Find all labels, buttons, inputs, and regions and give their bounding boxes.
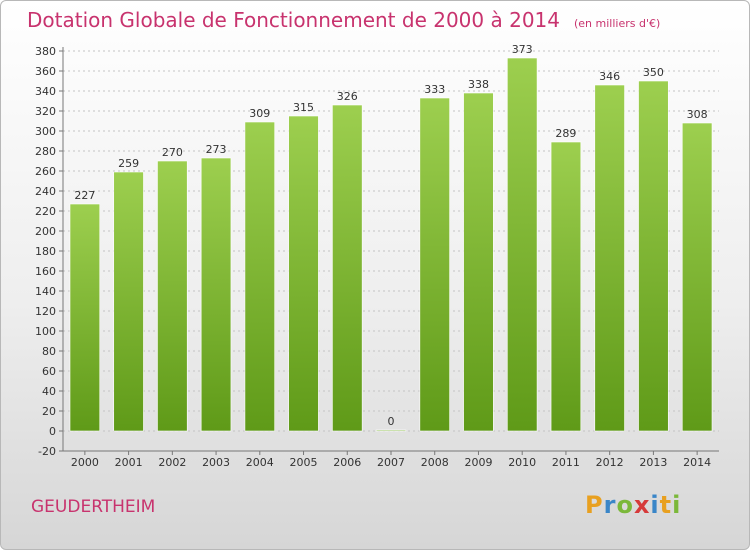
proxiti-logo: Proxiti — [585, 491, 681, 519]
bar — [244, 121, 275, 432]
x-tick-label: 2006 — [333, 456, 361, 469]
data-label: 326 — [337, 90, 358, 103]
bar — [69, 203, 101, 432]
data-label: 289 — [555, 127, 576, 140]
y-tick-label: 100 — [35, 325, 56, 338]
data-label: 315 — [293, 101, 314, 114]
y-tick-labels: -20 0 20 40 60 80 100 120 140 160 180 200 220 240 260 2… — [35, 45, 63, 458]
x-tick-label: 2010 — [508, 456, 536, 469]
y-tick-label: 80 — [42, 345, 56, 358]
bar — [681, 122, 713, 432]
bar — [200, 157, 232, 432]
x-tick-label: 2005 — [290, 456, 318, 469]
data-label: 308 — [687, 108, 708, 121]
bar — [638, 80, 669, 432]
x-tick-label: 2003 — [202, 456, 230, 469]
data-label: 259 — [118, 157, 139, 170]
y-tick-label: 340 — [35, 85, 56, 98]
data-label: 227 — [74, 189, 95, 202]
data-label: 333 — [424, 83, 445, 96]
x-tick-label: 2013 — [639, 456, 667, 469]
data-label: 270 — [162, 146, 183, 159]
chart-title-text: Dotation Globale de Fonctionnement de 20… — [27, 8, 560, 32]
bar — [419, 97, 450, 432]
y-tick-label: 180 — [35, 245, 56, 258]
axes — [62, 47, 719, 452]
bar — [375, 429, 407, 432]
data-labels: 227 259 270 273 309 315 326 0 333 338 373 289 346 350… — [74, 43, 707, 428]
x-tick-label: 2009 — [464, 456, 492, 469]
y-tick-label: 240 — [35, 185, 56, 198]
bar — [463, 92, 494, 432]
data-label: 350 — [643, 66, 664, 79]
data-label: 309 — [249, 107, 270, 120]
bar — [113, 171, 144, 432]
bar — [507, 57, 538, 432]
logo-letter: P — [585, 491, 604, 519]
x-tick-label: 2012 — [596, 456, 624, 469]
logo-letter: o — [616, 491, 634, 519]
y-tick-label: 160 — [35, 265, 56, 278]
logo-letter: r — [603, 491, 617, 519]
y-tick-label: 140 — [35, 285, 56, 298]
x-tick-label: 2007 — [377, 456, 405, 469]
x-tick-label: 2011 — [552, 456, 580, 469]
chart-unit: (en milliers d'€) — [574, 17, 661, 30]
data-label: 346 — [599, 70, 620, 83]
bars — [69, 57, 713, 432]
logo-letter: t — [659, 491, 673, 519]
data-label: 373 — [512, 43, 533, 56]
x-tick-label: 2014 — [683, 456, 711, 469]
x-tick-label: 2004 — [246, 456, 274, 469]
bar — [550, 141, 582, 432]
data-label: 0 — [388, 415, 395, 428]
y-tick-label: 0 — [49, 425, 56, 438]
x-tick-labels: 2000 2001 2002 2003 2004 2005 2006 2007 2008 2009… — [71, 451, 711, 469]
y-tick-label: 120 — [35, 305, 56, 318]
y-tick-label: 60 — [42, 365, 56, 378]
bar — [157, 160, 188, 432]
bar — [288, 115, 319, 432]
logo-letter: x — [633, 491, 651, 519]
logo-letter: i — [650, 491, 660, 519]
x-tick-label: 2002 — [158, 456, 186, 469]
y-tick-label: 360 — [35, 65, 56, 78]
data-label: 273 — [206, 143, 227, 156]
y-tick-label: 260 — [35, 165, 56, 178]
x-tick-label: 2001 — [115, 456, 143, 469]
y-tick-label: 20 — [42, 405, 56, 418]
commune-name: GEUDERTHEIM — [31, 497, 156, 517]
y-tick-label: 300 — [35, 125, 56, 138]
x-tick-label: 2000 — [71, 456, 99, 469]
y-tick-label: 40 — [42, 385, 56, 398]
y-tick-label: 320 — [35, 105, 56, 118]
y-tick-label: -20 — [38, 445, 56, 458]
y-tick-label: 220 — [35, 205, 56, 218]
chart-title: Dotation Globale de Fonctionnement de 20… — [27, 8, 660, 32]
y-tick-label: 380 — [35, 45, 56, 58]
logo-letter: i — [672, 491, 682, 519]
y-tick-label: 200 — [35, 225, 56, 238]
x-tick-label: 2008 — [421, 456, 449, 469]
bar — [594, 84, 625, 432]
bar — [332, 104, 363, 432]
data-label: 338 — [468, 78, 489, 91]
y-tick-label: 280 — [35, 145, 56, 158]
